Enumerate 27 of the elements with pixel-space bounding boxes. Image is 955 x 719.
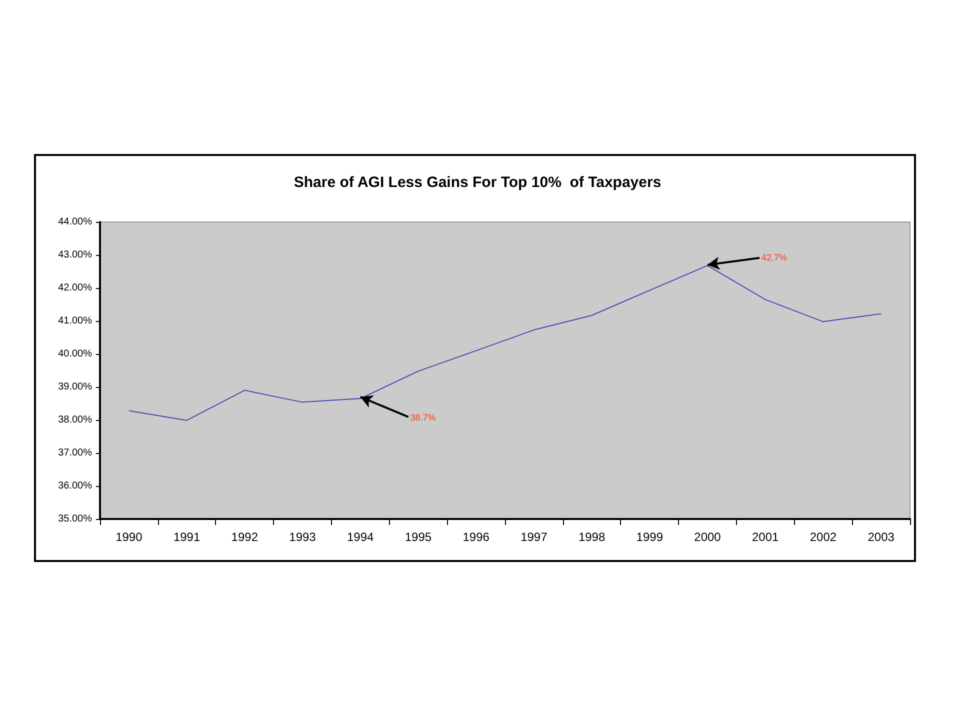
x-tick-label: 1994 bbox=[347, 530, 374, 544]
x-tick-label: 1996 bbox=[462, 530, 490, 544]
x-tick-label: 1999 bbox=[636, 530, 664, 544]
y-tick-label: 36.00% bbox=[58, 480, 92, 492]
x-tick-label: 1990 bbox=[116, 530, 143, 544]
x-tick-label: 1998 bbox=[578, 530, 606, 544]
y-tick-label: 35.00% bbox=[58, 514, 92, 524]
y-tick-label: 41.00% bbox=[58, 316, 92, 326]
annotation: 38.7% bbox=[410, 412, 436, 423]
y-tick-label: 39.00% bbox=[58, 382, 92, 392]
y-tick-label: 38.00% bbox=[58, 414, 92, 426]
y-tick-label: 42.00% bbox=[58, 282, 92, 294]
x-tick-label: 1991 bbox=[173, 530, 200, 544]
x-tick-label: 2002 bbox=[810, 530, 837, 544]
y-tick-label: 43.00% bbox=[58, 250, 92, 260]
y-tick-label: 44.00% bbox=[58, 216, 92, 228]
x-tick-label: 1993 bbox=[289, 530, 316, 544]
x-tick-label: 1997 bbox=[520, 530, 548, 544]
chart-title: Share of AGI Less Gains For Top 10% of Taxpayers bbox=[294, 174, 662, 191]
x-tick-label: 2003 bbox=[868, 530, 895, 544]
annotation: 42.7% bbox=[761, 252, 788, 263]
x-tick-label: 2000 bbox=[694, 530, 722, 544]
y-tick-label: 37.00% bbox=[58, 448, 92, 458]
x-tick-label: 2001 bbox=[752, 530, 780, 544]
x-tick-label: 1992 bbox=[231, 530, 258, 544]
y-tick-label: 40.00% bbox=[58, 348, 92, 360]
x-tick-label: 1995 bbox=[404, 530, 432, 544]
